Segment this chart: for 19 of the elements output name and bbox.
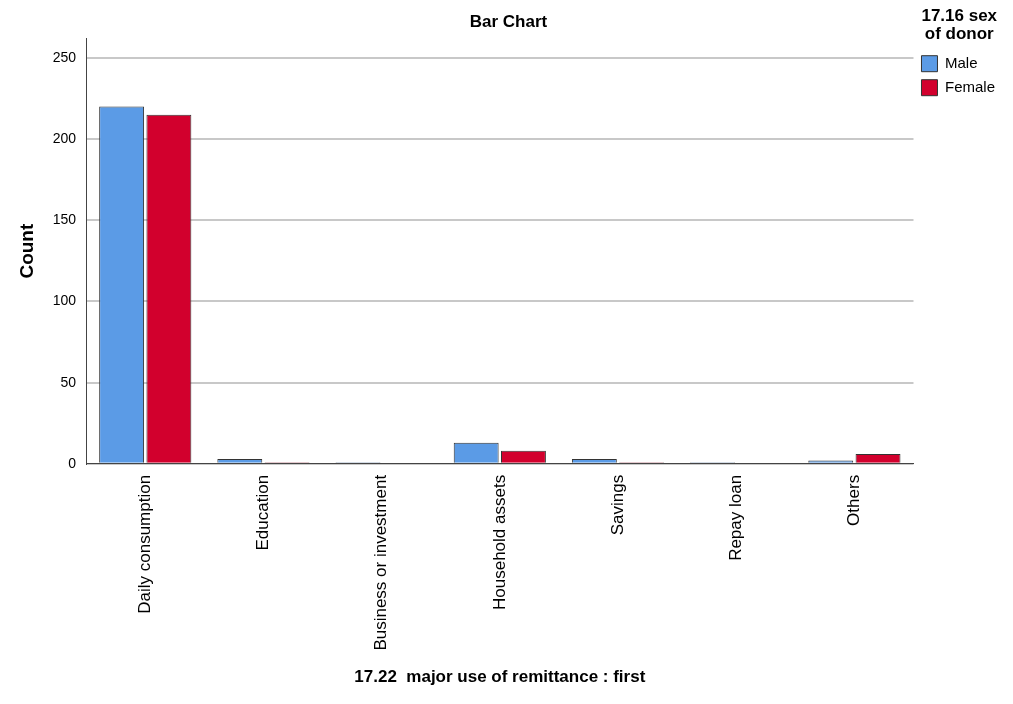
x-tick-label: Business or investment xyxy=(371,474,391,651)
legend-title: 17.16 sex of donor xyxy=(921,6,998,44)
y-tick-label: 0 xyxy=(68,454,77,471)
y-tick-label: 250 xyxy=(52,48,77,65)
legend-label: Female xyxy=(944,77,996,95)
x-tick-label: Savings xyxy=(607,474,627,536)
x-tick-label: Repay loan xyxy=(725,474,745,561)
x-tick-label: Household assets xyxy=(489,474,509,610)
y-axis-title: Count xyxy=(15,223,37,279)
x-tick-label: Education xyxy=(253,474,273,551)
x-tick-label: Others xyxy=(844,474,864,526)
chart-title: Bar Chart xyxy=(469,11,548,31)
y-tick-label: 100 xyxy=(52,292,77,309)
y-tick-label: 150 xyxy=(52,211,77,228)
y-tick-label: 200 xyxy=(52,129,77,146)
x-axis-title: 17.22 major use of remittance : first xyxy=(354,667,646,687)
y-tick-label: 50 xyxy=(60,373,77,390)
x-tick-label: Daily consumption xyxy=(134,474,154,614)
legend-label: Male xyxy=(944,53,978,71)
